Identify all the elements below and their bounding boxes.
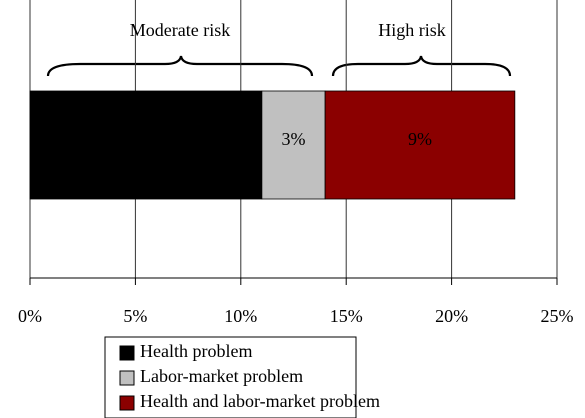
annotation: Moderate risk — [130, 20, 230, 40]
legend-swatch — [119, 395, 135, 411]
value-label: 11% — [130, 129, 162, 149]
bar-segment — [324, 90, 516, 200]
x-tick-label: 20% — [435, 306, 468, 326]
legend-swatch — [119, 345, 135, 361]
legend-box — [104, 336, 357, 418]
annotation: High risk — [378, 20, 446, 40]
legend-label: Health problem — [140, 341, 252, 361]
value-label: 3% — [282, 129, 306, 149]
brace — [331, 55, 512, 77]
brace — [46, 55, 314, 77]
x-tick-label: 5% — [123, 306, 147, 326]
x-tick-label: 0% — [18, 306, 42, 326]
legend-swatch — [119, 370, 135, 386]
legend-label: Labor-market problem — [140, 366, 303, 386]
x-tick-label: 25% — [541, 306, 574, 326]
x-tick-label: 15% — [330, 306, 363, 326]
legend-label: Health and labor-market problem — [140, 391, 380, 411]
x-tick-label: 10% — [224, 306, 257, 326]
value-label: 9% — [408, 129, 432, 149]
bar-segment — [261, 90, 326, 200]
bar-segment — [29, 90, 263, 200]
